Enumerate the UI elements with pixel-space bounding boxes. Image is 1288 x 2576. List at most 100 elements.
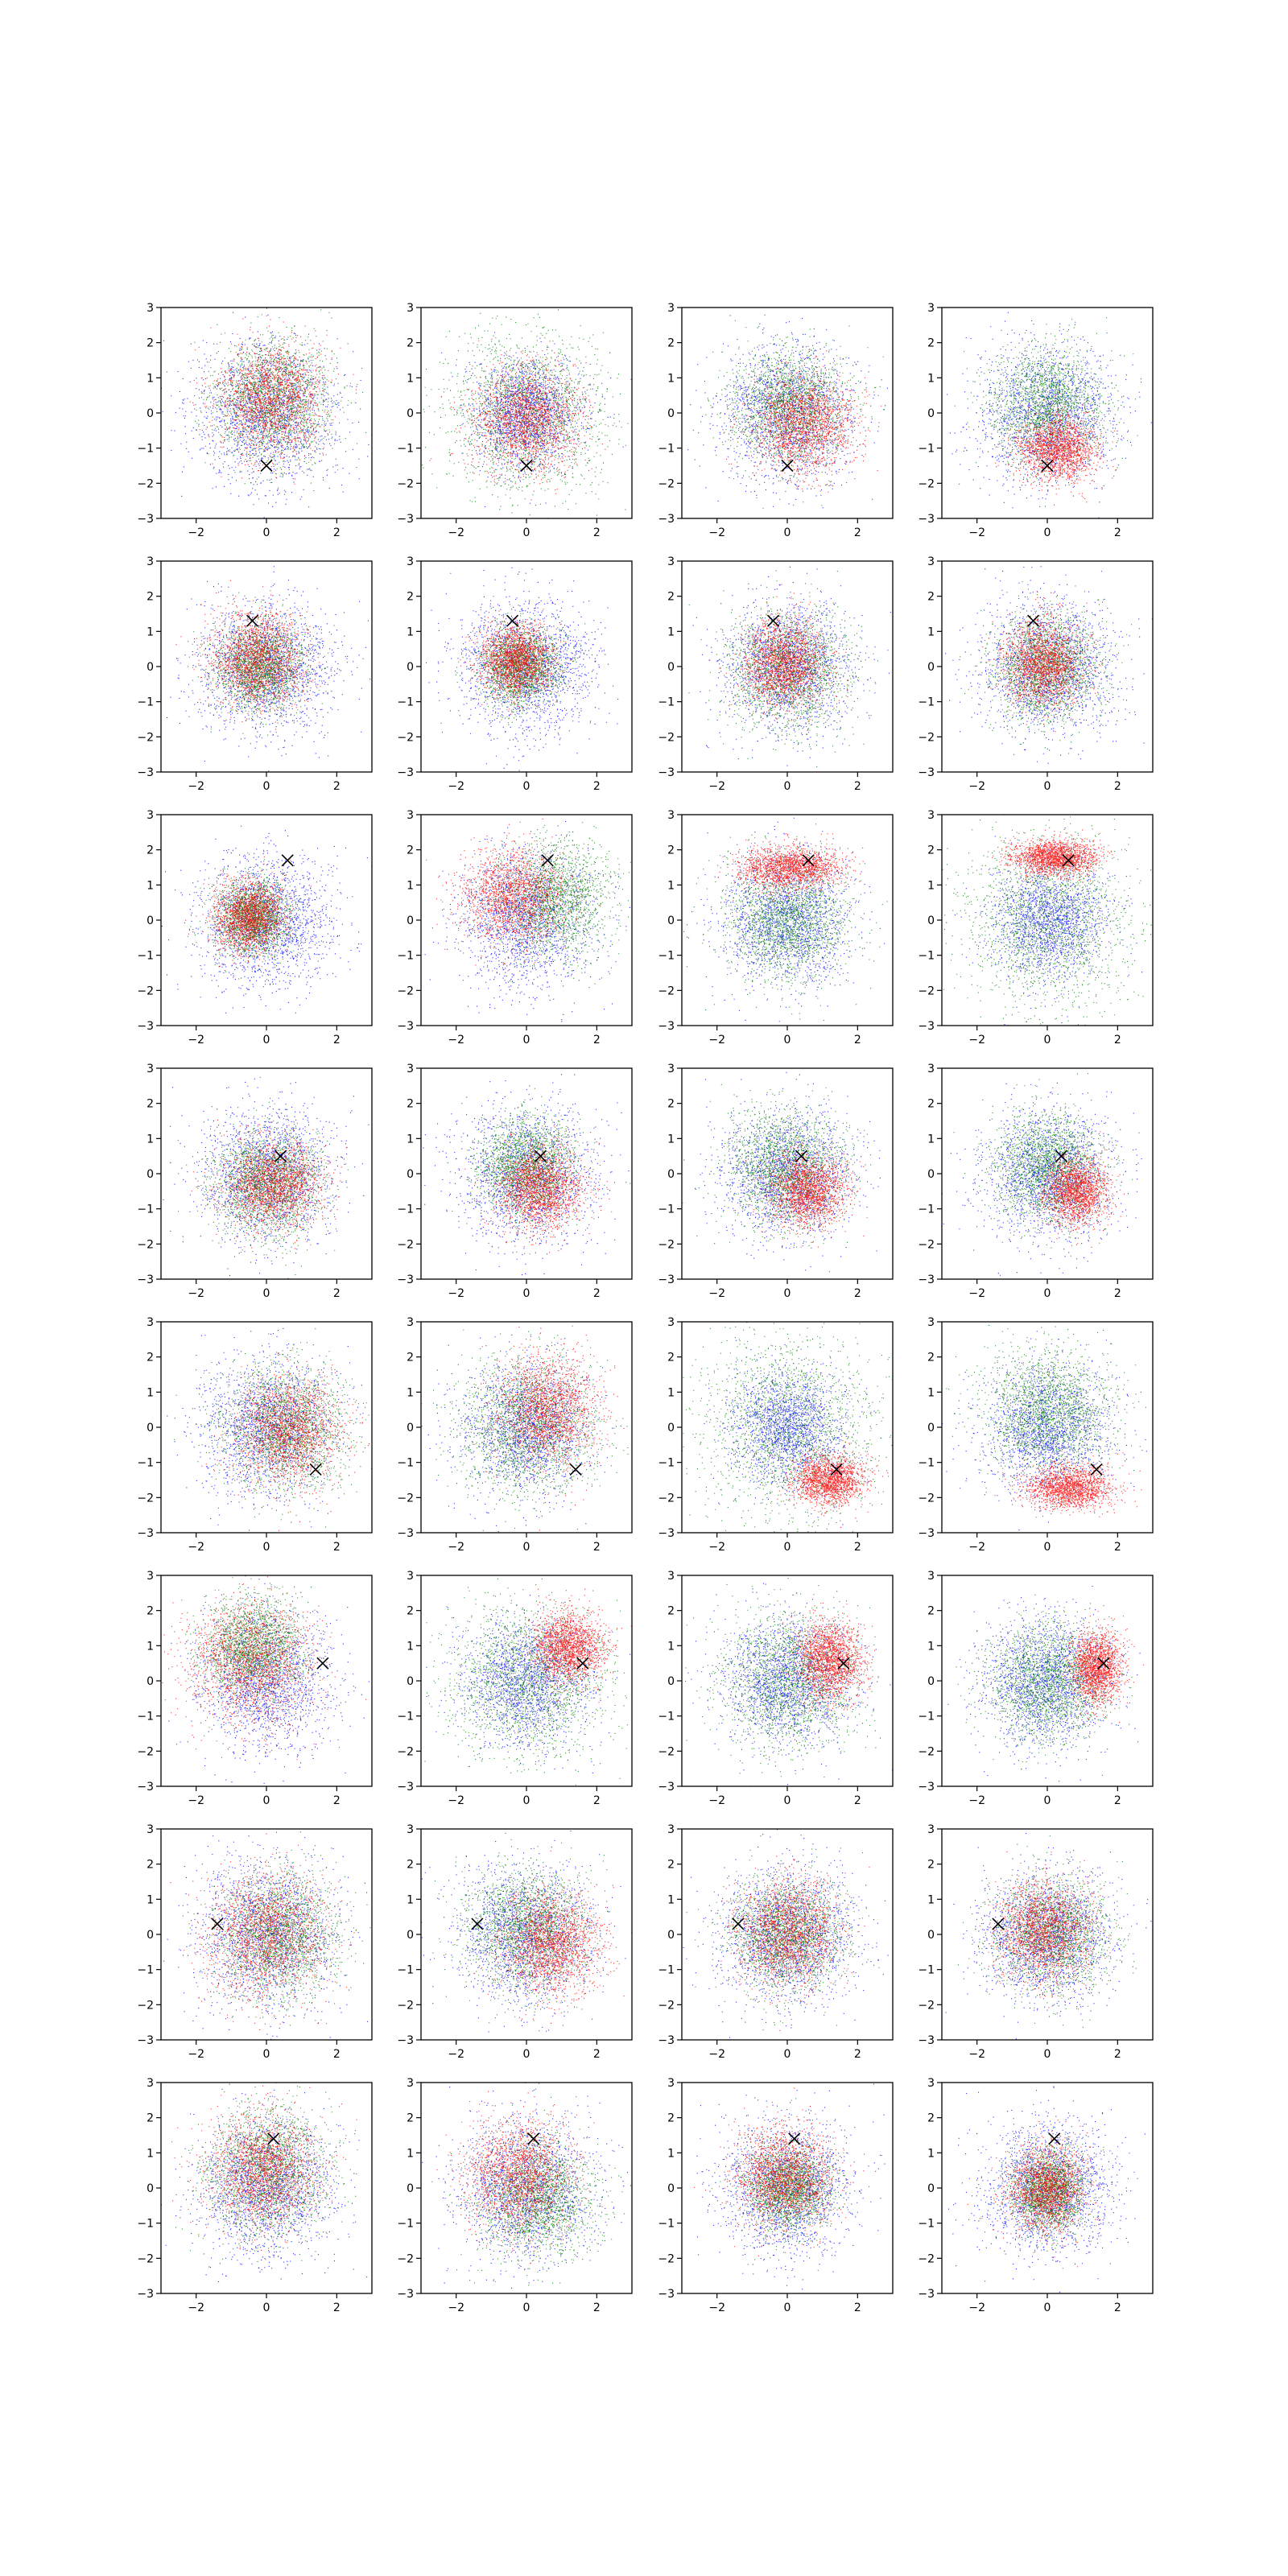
x-tick-label: 2 bbox=[1114, 2301, 1121, 2314]
y-tick-label: −3 bbox=[658, 766, 675, 779]
y-tick-label: 1 bbox=[667, 372, 675, 385]
y-tick-label: 1 bbox=[407, 1133, 414, 1146]
x-tick-label: 0 bbox=[1044, 1794, 1051, 1807]
y-tick-label: 1 bbox=[147, 625, 154, 638]
dot-cloud bbox=[425, 791, 650, 1022]
x-marker bbox=[261, 460, 272, 472]
x-tick-label: −2 bbox=[968, 1794, 985, 1807]
y-tick-label: 0 bbox=[147, 1168, 154, 1181]
axes-frame bbox=[682, 561, 893, 772]
y-tick-label: −3 bbox=[397, 513, 414, 526]
y-tick-label: −2 bbox=[918, 1238, 935, 1251]
axes-frame bbox=[942, 1322, 1153, 1533]
y-tick-label: 2 bbox=[667, 2112, 675, 2125]
x-tick-label: −2 bbox=[188, 2048, 204, 2061]
x-tick-label: 2 bbox=[333, 1034, 341, 1046]
y-tick-label: 2 bbox=[147, 1098, 154, 1111]
y-tick-label: −3 bbox=[137, 2288, 154, 2301]
x-tick-label: −2 bbox=[448, 1287, 464, 1300]
y-tick-label: 0 bbox=[667, 1422, 675, 1435]
y-tick-label: 3 bbox=[407, 809, 414, 822]
red-point-cloud bbox=[201, 1328, 385, 1534]
x-tick-label: 2 bbox=[593, 526, 601, 539]
x-tick-label: 2 bbox=[593, 1287, 601, 1300]
y-tick-label: −2 bbox=[658, 1238, 675, 1251]
x-tick-label: 2 bbox=[593, 780, 601, 793]
x-tick-label: −2 bbox=[448, 2301, 464, 2314]
x-tick-label: 2 bbox=[1114, 526, 1121, 539]
y-tick-label: 2 bbox=[667, 844, 675, 857]
y-tick-label: 3 bbox=[407, 555, 414, 568]
x-marker bbox=[768, 615, 779, 626]
y-tick-label: −2 bbox=[397, 477, 414, 490]
y-tick-label: 0 bbox=[927, 1675, 935, 1688]
x-tick-label: 2 bbox=[854, 1034, 861, 1046]
x-tick-label: −2 bbox=[708, 780, 725, 793]
y-tick-label: −2 bbox=[137, 1745, 154, 1758]
red-point-cloud bbox=[464, 1119, 612, 1253]
y-tick-label: 1 bbox=[147, 1133, 154, 1146]
y-tick-label: −1 bbox=[658, 1964, 675, 1977]
y-tick-label: −3 bbox=[137, 766, 154, 779]
y-tick-label: 0 bbox=[667, 1929, 675, 1942]
x-tick-label: 2 bbox=[593, 1794, 601, 1807]
red-point-cloud bbox=[770, 1438, 914, 1528]
y-tick-label: 3 bbox=[927, 302, 935, 315]
x-tick-label: 2 bbox=[333, 2301, 341, 2314]
y-tick-label: 1 bbox=[667, 1640, 675, 1653]
x-marker bbox=[507, 615, 518, 626]
y-tick-label: 3 bbox=[667, 1316, 675, 1329]
y-tick-label: −1 bbox=[918, 1457, 935, 1470]
x-marker bbox=[528, 2133, 539, 2145]
y-tick-label: 1 bbox=[927, 1893, 935, 1906]
y-tick-label: −3 bbox=[658, 1274, 675, 1286]
y-tick-label: 3 bbox=[147, 1316, 154, 1329]
y-tick-label: −1 bbox=[397, 1711, 414, 1724]
y-tick-label: 2 bbox=[927, 1859, 935, 1872]
red-point-cloud bbox=[718, 824, 864, 902]
x-tick-label: 2 bbox=[1114, 2048, 1121, 2061]
y-tick-label: 0 bbox=[927, 914, 935, 927]
y-tick-label: 0 bbox=[407, 914, 414, 927]
x-tick-label: 2 bbox=[333, 1794, 341, 1807]
x-tick-label: 0 bbox=[523, 2048, 530, 2061]
x-tick-label: 0 bbox=[523, 780, 530, 793]
x-tick-label: 2 bbox=[333, 526, 341, 539]
x-tick-label: 0 bbox=[523, 526, 530, 539]
y-tick-label: 1 bbox=[667, 2147, 675, 2160]
y-tick-label: −1 bbox=[137, 1457, 154, 1470]
y-tick-label: 1 bbox=[927, 1386, 935, 1399]
x-tick-label: 0 bbox=[1044, 1541, 1051, 1554]
x-tick-label: −2 bbox=[448, 1794, 464, 1807]
y-tick-label: −1 bbox=[918, 1964, 935, 1977]
y-tick-label: −1 bbox=[658, 2218, 675, 2231]
x-tick-label: −2 bbox=[708, 526, 725, 539]
y-tick-label: 3 bbox=[407, 1570, 414, 1583]
x-tick-label: 0 bbox=[263, 2048, 270, 2061]
y-tick-label: −2 bbox=[137, 1999, 154, 2012]
y-tick-label: −3 bbox=[137, 1020, 154, 1033]
green-point-cloud bbox=[183, 1848, 374, 2025]
y-tick-label: 3 bbox=[927, 1063, 935, 1075]
y-tick-label: 3 bbox=[667, 555, 675, 568]
y-tick-label: 0 bbox=[927, 661, 935, 674]
red-point-cloud bbox=[178, 1113, 347, 1258]
y-tick-label: 1 bbox=[147, 1386, 154, 1399]
y-tick-label: 0 bbox=[147, 1675, 154, 1688]
x-tick-label: 2 bbox=[333, 1287, 341, 1300]
y-tick-label: −2 bbox=[918, 1999, 935, 2012]
green-point-cloud bbox=[953, 1073, 1139, 1257]
x-tick-label: −2 bbox=[968, 1287, 985, 1300]
